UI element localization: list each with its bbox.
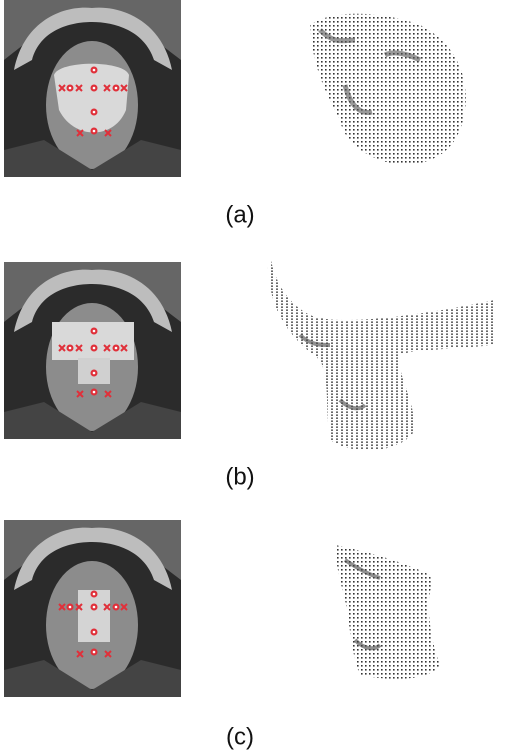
point-cloud-c bbox=[335, 545, 440, 679]
face-photo-a bbox=[4, 0, 181, 177]
face-photo-b bbox=[4, 262, 181, 439]
point-cloud-a bbox=[310, 14, 466, 165]
figure: (a) (b) (c) bbox=[0, 0, 507, 756]
panel-label: (c) bbox=[226, 723, 254, 750]
face-photo-c bbox=[4, 520, 181, 697]
panel-label: (a) bbox=[225, 201, 254, 228]
panel-label: (b) bbox=[225, 463, 254, 490]
point-cloud-b bbox=[268, 255, 495, 450]
figure-page: (a) (b) (c) bbox=[0, 0, 507, 756]
